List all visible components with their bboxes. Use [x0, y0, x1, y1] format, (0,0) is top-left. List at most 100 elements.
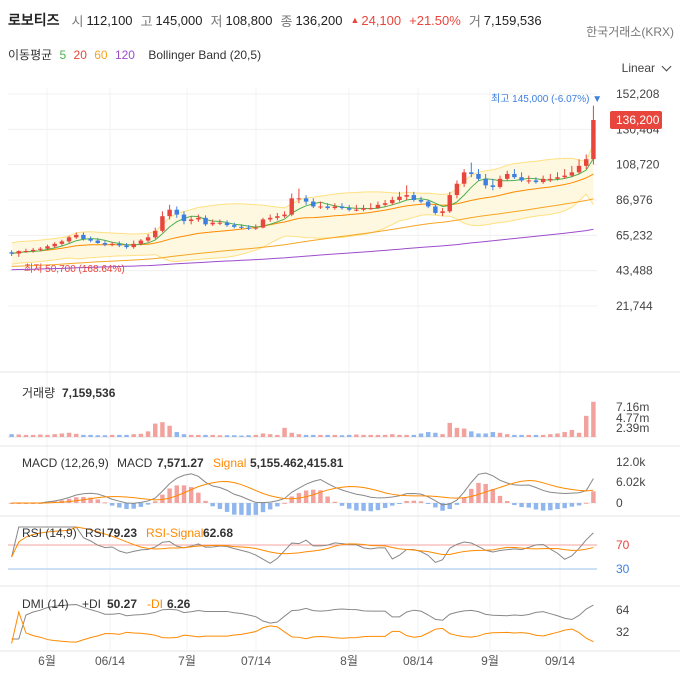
volume-bar: [311, 434, 316, 437]
candle-body: [526, 180, 531, 182]
macd-histogram-bar: [332, 501, 338, 503]
volume-bar: [404, 434, 409, 437]
volume-bar: [425, 432, 431, 437]
rsi-label: RSI: [85, 526, 105, 540]
macd-histogram-bar: [224, 503, 230, 512]
macd-histogram-bar: [275, 503, 280, 507]
volume-bar: [490, 432, 496, 437]
volume-bar: [95, 435, 101, 437]
ma120-legend[interactable]: 120: [114, 48, 135, 62]
candle-body: [461, 172, 467, 184]
candle-body: [497, 178, 503, 187]
dmi-panel-label: DMI (14): [22, 597, 69, 611]
macd-histogram-bar: [109, 503, 115, 506]
candle-body: [239, 226, 244, 228]
candle-body: [174, 209, 180, 215]
candle-body: [325, 206, 330, 209]
indicator-legend: 이동평균 5 20 60 120 Bollinger Band (20,5): [8, 46, 265, 63]
candle-body: [591, 120, 596, 160]
candle-body: [318, 206, 323, 208]
volume-bar: [117, 434, 122, 437]
pdi-line: [11, 604, 594, 640]
volume-bar: [253, 434, 259, 437]
candle-body: [548, 178, 553, 180]
macd-histogram-bar: [440, 503, 445, 511]
candle-body: [203, 217, 208, 225]
candle-body: [224, 222, 230, 226]
candle-body: [66, 237, 72, 242]
macd-histogram-bar: [246, 503, 251, 516]
bollinger-fill: [11, 143, 594, 265]
macd-histogram-bar: [325, 496, 330, 503]
price-tick-label: 21,744: [616, 299, 653, 313]
candle-body: [260, 219, 266, 228]
rsi-tick-label: 70: [616, 538, 630, 552]
date-tick-label: 09/14: [545, 654, 575, 668]
candle-body: [95, 240, 101, 244]
bollinger-upper-line: [11, 143, 594, 244]
macd-histogram-bar: [483, 483, 488, 503]
volume-tick-label: 7.16m: [616, 400, 649, 414]
volume-bar: [354, 434, 359, 437]
volume-bar: [239, 435, 244, 437]
macd-histogram-bar: [188, 487, 194, 503]
ma-legend-label: 이동평균: [8, 48, 53, 62]
volume-bar: [454, 427, 460, 437]
volume-bar: [497, 432, 503, 437]
volume-bar: [160, 422, 165, 437]
macd-histogram-bar: [526, 503, 531, 508]
macd-histogram-bar: [95, 499, 101, 503]
volume-bar: [282, 427, 287, 437]
ma20-line: [11, 173, 594, 255]
candle-body: [246, 227, 251, 229]
macd-histogram-bar: [196, 492, 201, 503]
volume-bar: [232, 435, 237, 437]
macd-panel-label: MACD (12,26,9): [22, 456, 109, 470]
bollinger-legend[interactable]: Bollinger Band (20,5): [148, 48, 262, 62]
ma5-legend[interactable]: 5: [59, 48, 67, 62]
volume-bar: [81, 434, 86, 437]
candle-body: [289, 198, 294, 215]
volume-bar: [483, 433, 488, 437]
change-value: 24,100: [361, 12, 402, 28]
rsi-panel-label: RSI (14,9): [22, 526, 77, 540]
scale-selector[interactable]: Linear: [622, 61, 672, 75]
volume-bar: [476, 433, 481, 437]
macd-histogram-bar: [354, 503, 359, 511]
macd-histogram-bar: [282, 502, 287, 504]
candle-body: [232, 225, 237, 227]
candle-body: [382, 203, 388, 205]
volume-bar: [411, 434, 417, 437]
ma60-legend[interactable]: 60: [94, 48, 108, 62]
volume-bar: [461, 428, 467, 437]
volume-bar: [533, 434, 539, 437]
candle-body: [454, 183, 460, 196]
candle-body: [81, 234, 86, 239]
macd-histogram-bar: [210, 503, 215, 507]
volume-bar: [512, 434, 517, 437]
price-tick-label: 86,976: [616, 193, 653, 207]
volume-bar: [583, 415, 589, 437]
date-tick-label: 6월: [38, 654, 56, 668]
candle-body: [117, 243, 122, 246]
price-tick-label: 108,720: [616, 158, 660, 172]
candle-body: [296, 198, 302, 200]
macd-histogram-bar: [117, 503, 122, 508]
candle-body: [368, 208, 373, 210]
candle-body: [490, 185, 496, 187]
candle-body: [30, 249, 36, 251]
macd-histogram-bar: [533, 503, 539, 510]
candle-body: [440, 211, 445, 213]
candle-body: [483, 178, 488, 186]
candle-body: [45, 246, 50, 249]
ma20-legend[interactable]: 20: [73, 48, 87, 62]
macd-histogram-bar: [454, 503, 460, 505]
candle-body: [109, 243, 115, 245]
volume-bar: [325, 434, 330, 437]
volume-bar: [23, 434, 29, 437]
candle-body: [332, 206, 338, 209]
macd-tick-label: 6.02k: [616, 475, 646, 489]
macd-histogram-bar: [397, 503, 402, 504]
volume-bar: [361, 434, 366, 437]
